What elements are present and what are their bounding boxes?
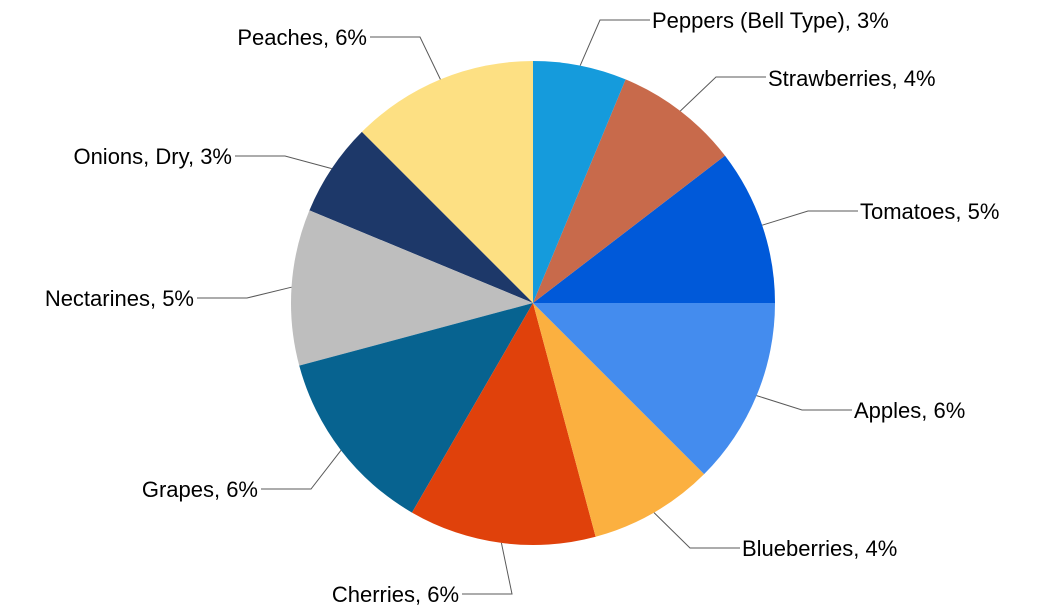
slice-label-grapes: Grapes, 6% (142, 477, 258, 502)
slice-label-peaches: Peaches, 6% (237, 25, 367, 50)
leader-line-onions-dry (235, 155, 332, 170)
pie-slice-cherries (412, 303, 596, 545)
leader-line-peppers-bell-type (579, 19, 650, 66)
pie-slice-strawberries (533, 79, 725, 303)
leader-line-tomatoes (762, 210, 858, 226)
slice-label-strawberries: Strawberries, 4% (768, 66, 936, 91)
labels-layer: Tomatoes, 5% Strawberries, 4% Peppers (Bel… (45, 8, 1000, 607)
leader-line-cherries (462, 542, 513, 595)
pie-slice-nectarines (291, 210, 533, 366)
slice-label-apples: Apples, 6% (854, 398, 965, 423)
slice-label-cherries: Cherries, 6% (332, 582, 459, 607)
slice-label-peppers-bell-type: Peppers (Bell Type), 3% (652, 8, 889, 33)
pie-slice-apples (533, 303, 775, 475)
slice-label-onions-dry: Onions, Dry, 3% (73, 144, 232, 169)
leader-line-blueberries (653, 512, 740, 549)
pie-slice-blueberries (533, 303, 705, 537)
slices-layer (291, 61, 775, 545)
pie-slice-peaches (361, 61, 533, 303)
pie-slice-peppers-bell-type (533, 61, 626, 303)
leader-line-grapes (261, 449, 342, 490)
pie-slice-onions-dry (309, 131, 533, 303)
leader-line-peaches (370, 36, 441, 80)
leader-lines-layer (197, 19, 858, 595)
leader-line-strawberries (679, 76, 766, 112)
slice-label-blueberries: Blueberries, 4% (742, 536, 897, 561)
leader-line-apples (756, 395, 852, 411)
pie-slice-grapes (299, 303, 533, 513)
slice-label-tomatoes: Tomatoes, 5% (860, 199, 999, 224)
leader-line-nectarines (197, 286, 292, 299)
pie-slice-tomatoes (533, 155, 775, 303)
slice-label-nectarines: Nectarines, 5% (45, 286, 194, 311)
